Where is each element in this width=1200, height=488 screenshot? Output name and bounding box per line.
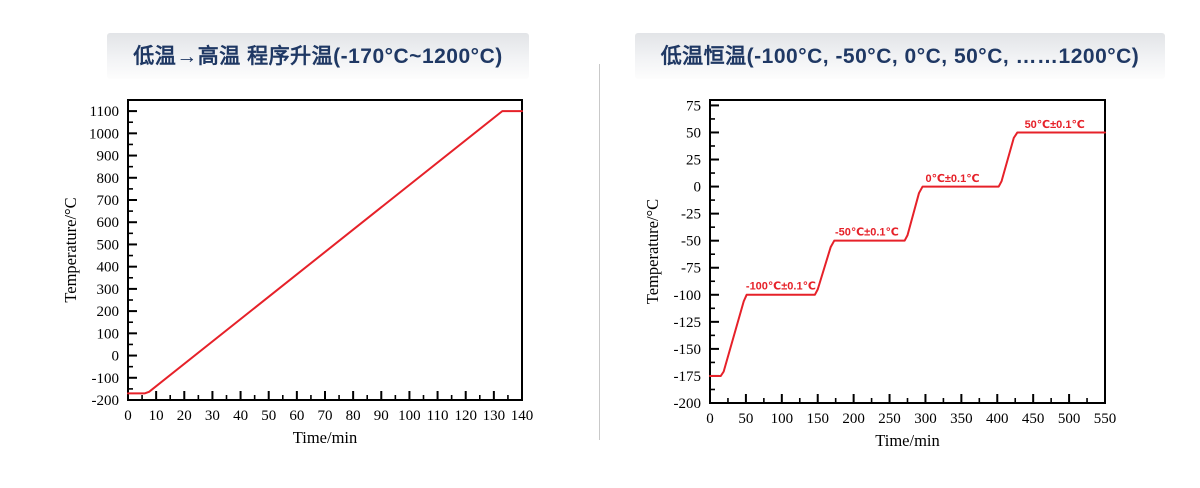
svg-text:0: 0: [706, 411, 714, 427]
svg-text:500: 500: [97, 237, 120, 253]
svg-text:140: 140: [511, 408, 534, 424]
svg-text:0: 0: [124, 408, 132, 424]
svg-text:450: 450: [1022, 411, 1045, 427]
svg-text:0: 0: [694, 180, 702, 196]
svg-text:400: 400: [97, 260, 120, 276]
svg-text:-100: -100: [674, 288, 702, 304]
svg-text:80: 80: [346, 408, 361, 424]
svg-text:90: 90: [374, 408, 389, 424]
svg-text:900: 900: [97, 149, 120, 165]
svg-text:100: 100: [97, 326, 120, 342]
svg-text:-100: -100: [92, 371, 120, 387]
svg-text:200: 200: [97, 304, 120, 320]
svg-text:-50℃±0.1℃: -50℃±0.1℃: [835, 226, 899, 238]
left-chart-panel: 低温→高温 程序升温(-170°C~1200°C) 0 10 20 30 40 50 60 7…: [0, 33, 600, 447]
svg-text:30: 30: [205, 408, 220, 424]
svg-text:100: 100: [771, 411, 794, 427]
svg-text:Temperature/°C: Temperature/°C: [643, 199, 662, 304]
svg-text:0℃±0.1℃: 0℃±0.1℃: [925, 173, 979, 185]
svg-text:110: 110: [427, 408, 449, 424]
svg-text:-125: -125: [674, 315, 702, 331]
svg-text:70: 70: [318, 408, 333, 424]
right-chart-figure: 0 50 100 150 200 250 300 350 400 450 500 550-200-17…: [643, 98, 1117, 450]
svg-text:400: 400: [986, 411, 1009, 427]
svg-text:100: 100: [398, 408, 421, 424]
svg-text:600: 600: [97, 215, 120, 231]
svg-text:300: 300: [914, 411, 937, 427]
svg-text:75: 75: [686, 98, 701, 114]
svg-text:130: 130: [483, 408, 506, 424]
right-chart-panel: 低温恒温(-100°C, -50°C, 0°C, 50°C, ……1200°C)…: [600, 0, 1200, 488]
left-title-row: 低温→高温 程序升温(-170°C~1200°C): [0, 33, 600, 79]
svg-text:50: 50: [738, 411, 753, 427]
svg-text:Time/min: Time/min: [875, 431, 940, 450]
svg-text:350: 350: [950, 411, 973, 427]
svg-text:50℃±0.1℃: 50℃±0.1℃: [1025, 119, 1085, 131]
svg-text:-200: -200: [674, 396, 702, 412]
svg-text:1000: 1000: [89, 126, 119, 142]
left-chart-figure: 0 10 20 30 40 50 60 70 80 90 100 110 120 130 140 -200 -1…: [61, 99, 534, 447]
svg-text:-175: -175: [674, 369, 702, 385]
svg-text:-50: -50: [681, 234, 701, 250]
svg-text:Temperature/°C: Temperature/°C: [61, 197, 80, 302]
svg-text:60: 60: [289, 408, 304, 424]
svg-text:10: 10: [149, 408, 164, 424]
svg-text:40: 40: [233, 408, 248, 424]
svg-text:120: 120: [454, 408, 477, 424]
svg-text:800: 800: [97, 171, 120, 187]
svg-text:250: 250: [878, 411, 901, 427]
svg-text:20: 20: [177, 408, 192, 424]
svg-text:-75: -75: [681, 261, 701, 277]
svg-text:-100℃±0.1℃: -100℃±0.1℃: [746, 280, 816, 292]
left-chart-title: 低温→高温 程序升温(-170°C~1200°C): [107, 33, 529, 79]
svg-text:-150: -150: [674, 342, 702, 358]
svg-text:200: 200: [842, 411, 865, 427]
svg-text:0: 0: [112, 349, 120, 365]
svg-text:50: 50: [686, 125, 701, 141]
svg-text:500: 500: [1058, 411, 1081, 427]
svg-text:550: 550: [1094, 411, 1117, 427]
svg-text:1100: 1100: [90, 104, 119, 120]
svg-text:-200: -200: [92, 393, 120, 409]
svg-text:300: 300: [97, 282, 120, 298]
svg-text:-25: -25: [681, 207, 701, 223]
svg-text:25: 25: [686, 153, 701, 169]
svg-text:150: 150: [806, 411, 829, 427]
svg-text:50: 50: [261, 408, 276, 424]
right-title-row: 低温恒温(-100°C, -50°C, 0°C, 50°C, ……1200°C): [600, 33, 1200, 79]
svg-text:Time/min: Time/min: [293, 428, 358, 447]
panel-divider: [599, 64, 600, 440]
svg-text:700: 700: [97, 193, 120, 209]
right-chart-title: 低温恒温(-100°C, -50°C, 0°C, 50°C, ……1200°C): [634, 33, 1166, 79]
